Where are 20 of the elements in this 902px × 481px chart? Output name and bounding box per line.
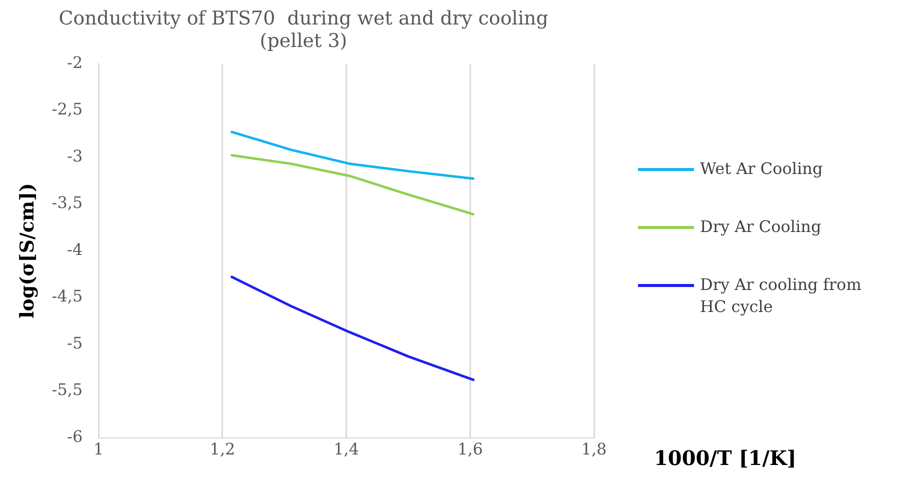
x-tick-label: 1,6	[457, 440, 483, 459]
y-tick-label: -3,5	[52, 193, 83, 212]
chart-title: Conductivity of BTS70 during wet and dry cooling (pellet 3)	[58, 7, 548, 52]
legend-label: Dry Ar Cooling	[700, 216, 822, 238]
x-tick-label: 1	[94, 440, 104, 459]
legend-label: Wet Ar Cooling	[700, 158, 823, 180]
y-tick-label: -2,5	[52, 100, 83, 119]
y-tick-label: -5	[67, 333, 83, 352]
y-tick-label: -4	[67, 240, 83, 259]
x-tick-label: 1,2	[210, 440, 236, 459]
x-tick-label: 1,4	[334, 440, 360, 459]
x-axis-title: 1000/T [1/K]	[654, 446, 796, 470]
y-tick-label: -5,5	[52, 380, 83, 400]
legend-label: Dry Ar cooling from HC cycle	[700, 274, 862, 318]
y-tick-label: -6	[67, 426, 83, 446]
y-tick-label: -3	[67, 146, 83, 166]
x-tick-label: 1,8	[581, 440, 607, 459]
y-tick-label: -4,5	[52, 286, 83, 306]
y-tick-label: -2	[67, 52, 83, 72]
y-axis-title: log(σ[S/cm])	[16, 182, 38, 318]
